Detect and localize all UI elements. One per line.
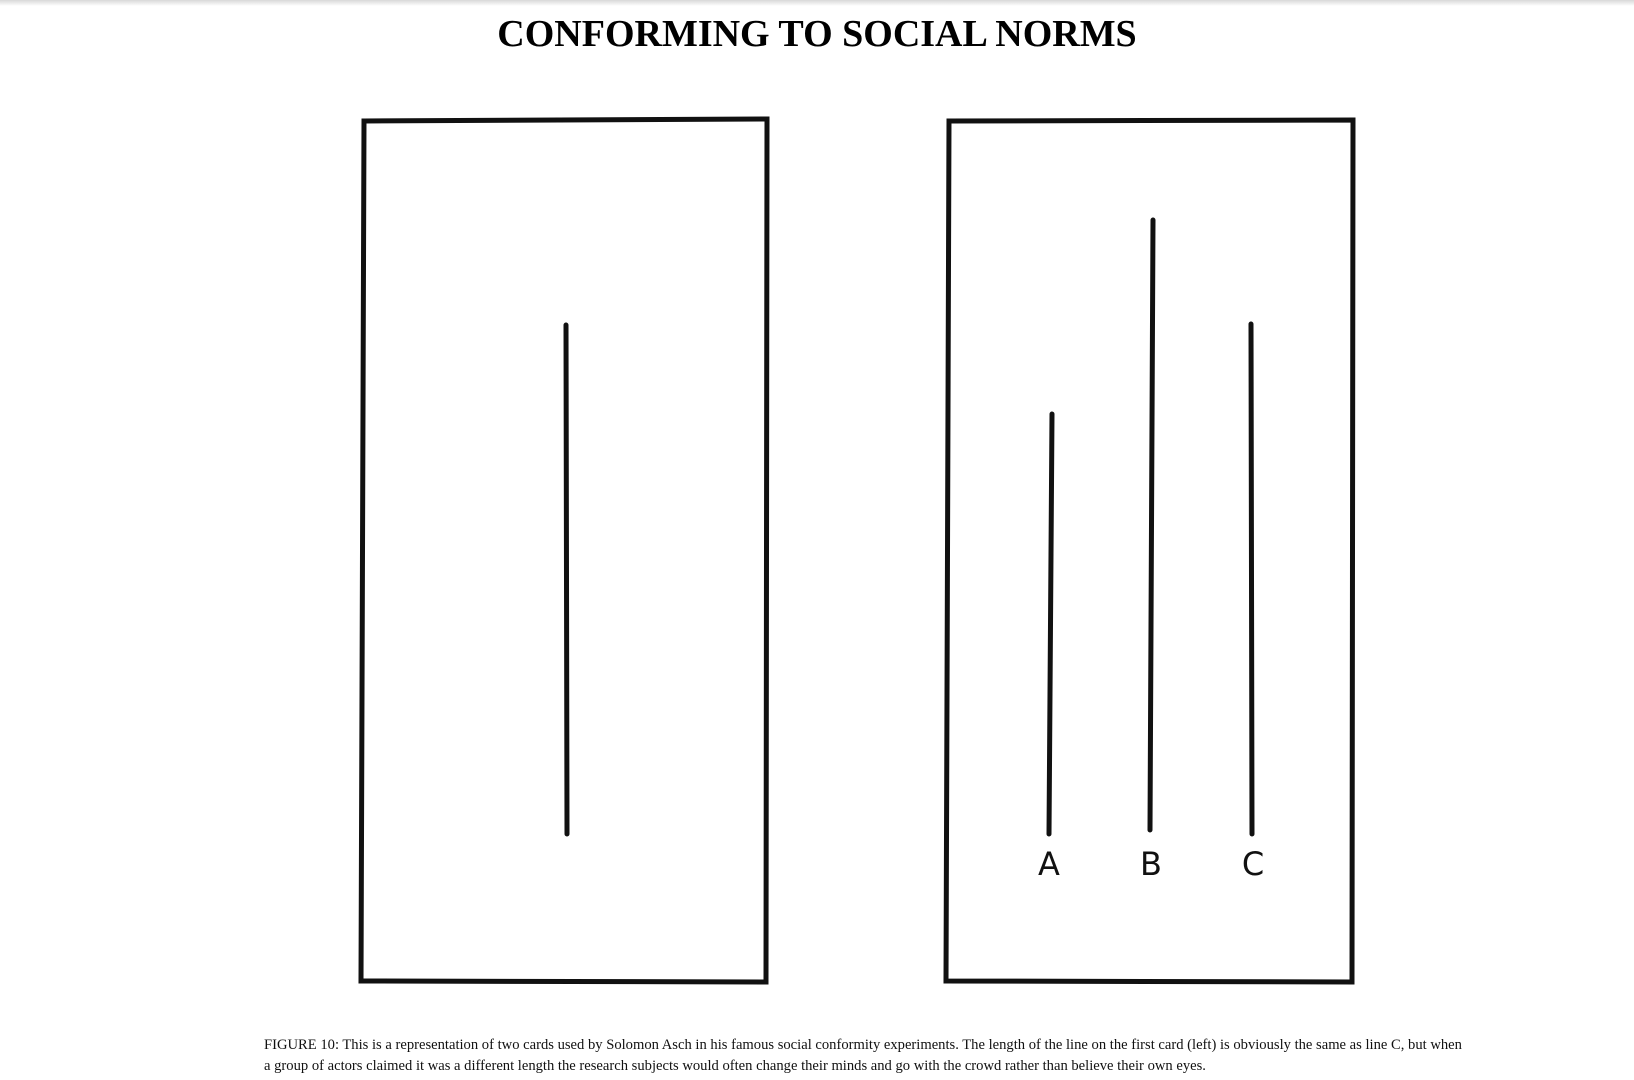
label-a: A [1038,845,1060,883]
page-title: CONFORMING TO SOCIAL NORMS [497,13,1137,55]
label-c: C [1242,845,1264,883]
left-card [358,116,770,985]
label-b: B [1140,845,1162,883]
line-b [1147,217,1156,833]
line-c [1248,321,1255,837]
right-card [943,117,1356,985]
reference-line [563,322,570,837]
figure-caption: FIGURE 10: This is a representation of t… [264,1037,1462,1074]
line-a [1046,411,1055,837]
top-shadow [0,0,1634,6]
